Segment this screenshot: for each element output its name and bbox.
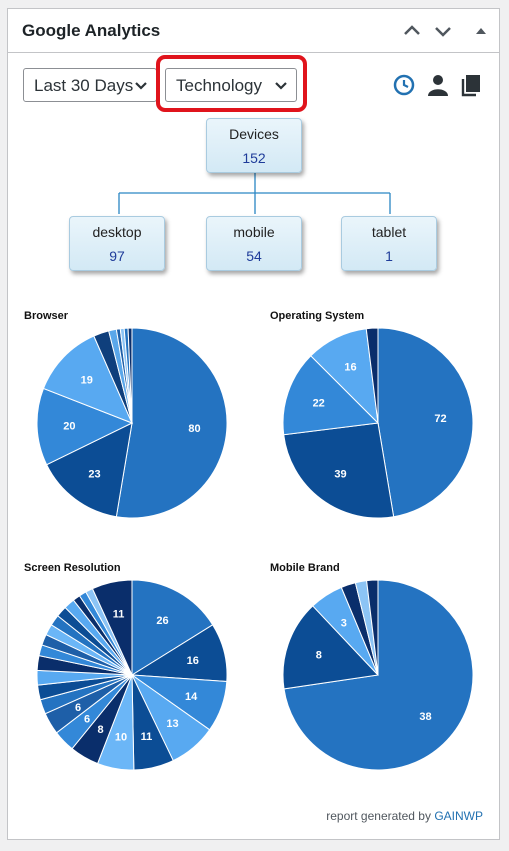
period-select[interactable]: Last 30 Days — [23, 68, 157, 102]
period-select-value: Last 30 Days — [34, 76, 134, 95]
tree-node-mobile: mobile 54 — [206, 216, 302, 271]
pie-slice-label: 38 — [419, 711, 431, 723]
footer-text: report generated by — [326, 809, 431, 823]
pie-slice-label: 3 — [341, 617, 347, 629]
pie-slice[interactable] — [42, 335, 133, 424]
pie-slice[interactable] — [282, 355, 380, 436]
tree-node-value: 152 — [242, 150, 266, 166]
pie-slice[interactable] — [365, 327, 379, 424]
pie-slice-label: 16 — [187, 655, 199, 667]
gainwp-link[interactable]: GAINWP — [434, 809, 483, 823]
chevron-down-icon — [275, 82, 287, 90]
user-icon — [428, 75, 448, 96]
pie-slice-label: 19 — [81, 375, 93, 387]
report-footer: report generated by GAINWP — [326, 809, 483, 823]
audience-button[interactable] — [426, 73, 450, 97]
pie-slice[interactable] — [127, 327, 133, 424]
realtime-button[interactable] — [392, 73, 416, 97]
pie-slice-label: 11 — [113, 609, 125, 621]
selection-highlight — [156, 55, 307, 112]
tree-connectors — [118, 172, 391, 214]
tree-node-label: tablet — [371, 224, 407, 240]
pie-slice-label: 6 — [84, 714, 90, 726]
pie-slice-label: 22 — [313, 398, 325, 410]
reports-button[interactable] — [459, 73, 483, 97]
tree-node-desktop: desktop 97 — [69, 216, 165, 271]
pie-slice[interactable] — [115, 327, 228, 519]
tree-node-value: 97 — [109, 248, 125, 264]
pie-slice[interactable] — [36, 387, 134, 466]
pie-slice[interactable] — [283, 422, 395, 519]
report-type-select-value: Technology — [176, 76, 263, 95]
pie-slice-label: 10 — [115, 732, 127, 744]
operating-system-chart-title: Operating System — [270, 310, 365, 322]
pie-slice[interactable] — [91, 579, 133, 676]
mobile-brand-pie-chart: 38 8 3 — [282, 579, 474, 771]
pie-slice-label: 13 — [166, 718, 178, 730]
chevron-up-icon — [404, 25, 420, 35]
pie-slice-label: 6 — [75, 702, 81, 714]
pie-slice-label: 8 — [316, 650, 322, 662]
operating-system-pie-chart: 72 39 22 16 — [282, 327, 474, 519]
collapse-toggle-button[interactable] — [470, 20, 492, 42]
pie-slice-label: 72 — [434, 413, 446, 425]
tree-node-tablet: tablet 1 — [341, 216, 437, 271]
browser-pie-chart: 80 23 20 19 — [36, 327, 228, 519]
chevron-down-icon — [135, 82, 147, 90]
tree-node-value: 1 — [385, 248, 393, 264]
pie-slice-label: 11 — [141, 731, 153, 743]
pie-slice[interactable] — [131, 579, 214, 676]
pie-slice-label: 39 — [334, 468, 346, 480]
pie-slice-label: 8 — [97, 724, 103, 736]
pie-slice-label: 20 — [63, 421, 75, 433]
pie-slice-label: 14 — [185, 691, 198, 703]
move-up-button[interactable] — [401, 20, 423, 42]
pie-slice[interactable] — [377, 327, 474, 518]
pie-slice-label: 23 — [88, 468, 100, 480]
chevron-down-icon — [435, 27, 451, 37]
browser-chart-title: Browser — [24, 310, 69, 322]
mobile-brand-chart-title: Mobile Brand — [270, 562, 340, 574]
widget-title: Google Analytics — [22, 21, 161, 40]
pie-slice-label: 16 — [344, 362, 356, 374]
pie-slice[interactable] — [282, 605, 380, 690]
screen-resolution-chart-title: Screen Resolution — [24, 562, 121, 574]
move-down-button[interactable] — [432, 20, 454, 42]
tree-node-label: mobile — [233, 224, 275, 240]
tree-node-label: desktop — [92, 224, 142, 240]
copy-icon — [461, 75, 480, 97]
pie-slice-label: 80 — [188, 423, 200, 435]
triangle-up-icon — [476, 28, 486, 34]
tree-node-devices: Devices 152 — [206, 118, 302, 173]
report-type-select[interactable]: Technology — [165, 68, 297, 102]
pie-slice-label: 26 — [156, 615, 168, 627]
pie-slice[interactable] — [45, 422, 133, 518]
google-analytics-widget: Google Analytics Last 30 Days Technology… — [7, 8, 500, 840]
tree-node-label: Devices — [229, 126, 279, 142]
pie-slice[interactable] — [366, 579, 379, 676]
clock-icon — [393, 74, 415, 96]
tree-node-value: 54 — [246, 248, 262, 264]
widget-header: Google Analytics — [8, 9, 499, 53]
